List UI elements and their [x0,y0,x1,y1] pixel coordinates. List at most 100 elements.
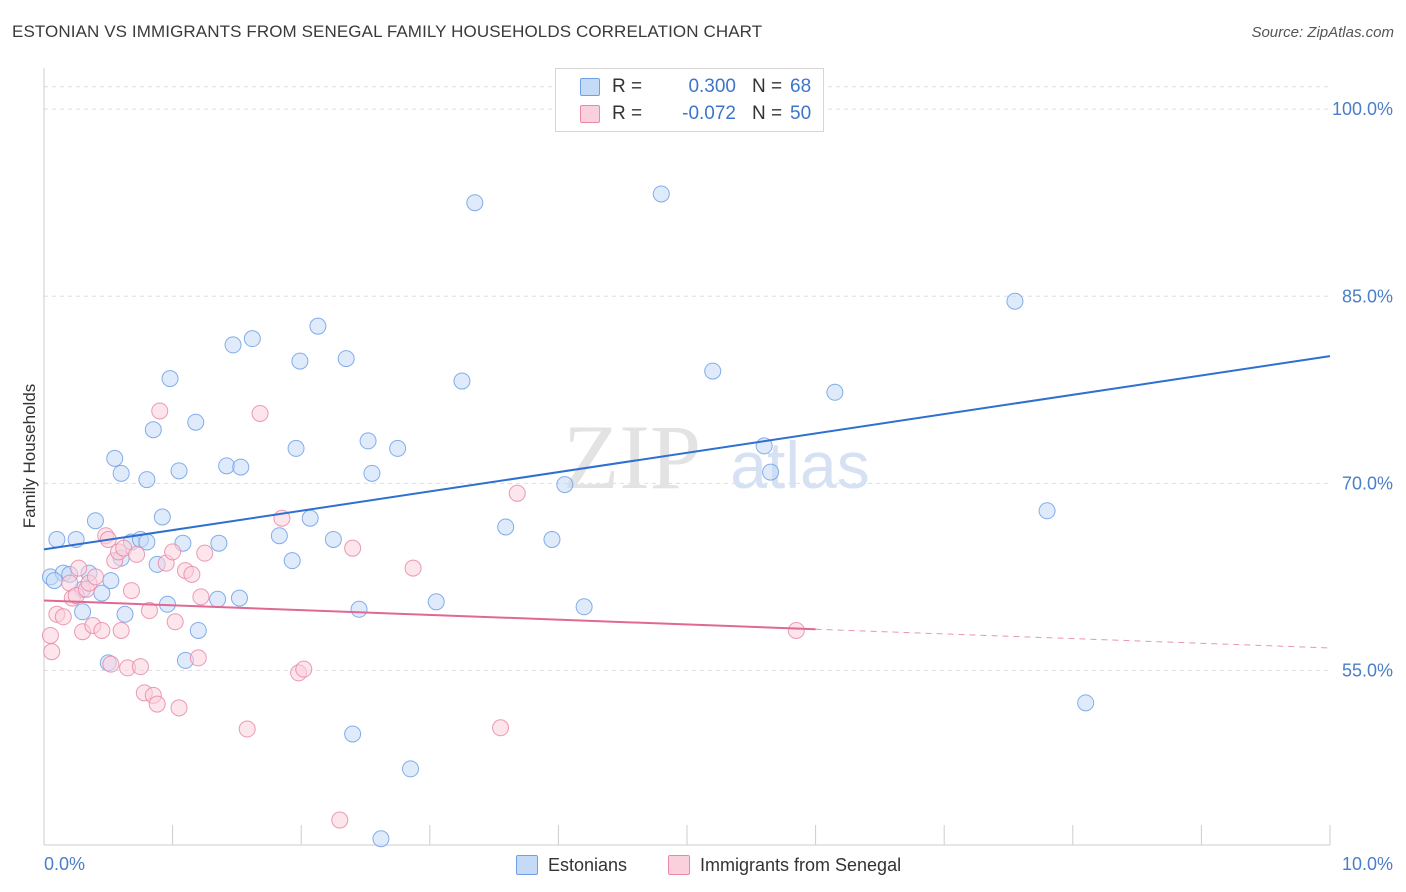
estonians-point [45,572,63,590]
estonians-point [652,185,670,203]
axis-layer [43,68,1331,846]
x-tick-label: 10.0% [1342,854,1393,874]
estonians-point [301,509,319,527]
estonians-point [230,589,248,607]
senegal-point [128,545,146,563]
senegal-point [70,559,88,577]
senegal-point [492,719,510,737]
senegal-point [166,613,184,631]
senegal-point [192,588,210,606]
estonians-point [112,464,130,482]
estonians-point [309,317,327,335]
estonians-point [243,330,261,348]
r-value: 0.300 [688,76,736,97]
estonians-point [153,508,171,526]
y-tick-label: 85.0% [1342,286,1393,306]
estonians-point [218,457,236,475]
legend-item-senegal[interactable]: Immigrants from Senegal [668,852,901,878]
senegal-point [251,404,269,422]
senegal-point [331,811,349,829]
estonians-point [224,336,242,354]
estonians-point [575,598,593,616]
stats-legend: R = 0.300 N = 68 R = -0.072 N = 50 [555,68,824,132]
estonians-point [363,464,381,482]
estonians-point [344,725,362,743]
senegal-swatch [580,105,600,123]
legend-item-estonians[interactable]: Estonians [516,852,627,878]
estonians-point [187,413,205,431]
y-tick-label: 55.0% [1342,660,1393,680]
estonians-point [48,530,66,548]
senegal-point [131,658,149,676]
senegal-point [344,539,362,557]
estonians-point [283,552,301,570]
estonians-point [466,194,484,212]
legend-row-senegal: R = -0.072 N = 50 [580,101,811,127]
estonians-point [497,518,515,536]
source-label: Source: ZipAtlas.com [1251,24,1394,41]
estonians-point [189,621,207,639]
estonians-point [144,421,162,439]
estonians-point [291,352,309,370]
estonians-point [86,512,104,530]
senegal-point [295,660,313,678]
senegal-point [189,649,207,667]
n-value: 50 [790,103,812,124]
estonians-legend-label: Estonians [548,854,628,875]
senegal-point [41,626,59,644]
estonians-point [170,462,188,480]
senegal-point [43,643,61,661]
estonians-point [762,463,780,481]
n-value: 68 [790,76,812,97]
senegal-point [787,621,805,639]
senegal-legend-label: Immigrants from Senegal [700,854,902,875]
estonians-point [1077,694,1095,712]
y-axis-label: Family Households [20,384,39,529]
senegal-point [122,582,140,600]
senegal-point [508,484,526,502]
estonians-trend-line [43,355,1331,551]
estonians-point [389,439,407,457]
estonians-point [543,530,561,548]
estonians-point [427,593,445,611]
label-layer: 55.0% 70.0% 85.0% 100.0% 0.0% 10.0% [44,99,1393,874]
estonians-point [232,458,250,476]
x-tick-label: 0.0% [44,854,85,874]
estonians-point [106,449,124,467]
senegal-point [151,402,169,420]
estonians-swatch [580,78,600,96]
senegal-trend-extension [815,628,1331,649]
senegal-trend-line [43,599,816,631]
senegal-point [140,602,158,620]
estonians-point [359,432,377,450]
estonians-point [453,372,471,390]
y-tick-label: 70.0% [1342,473,1393,493]
estonians-point [74,603,92,621]
watermark-atlas: atlas [730,428,869,502]
r-label: R = [612,76,643,97]
estonians-point [826,383,844,401]
estonians-point [210,534,228,552]
senegal-point [54,608,72,626]
senegal-legend-swatch [668,855,690,875]
senegal-point [196,544,214,562]
senegal-point [164,543,182,561]
estonians-point [1006,292,1024,310]
senegal-point [86,568,104,586]
estonians-point [102,572,120,590]
estonians-point [116,605,134,623]
senegal-point [170,699,188,717]
estonians-point [350,600,368,618]
senegal-point [183,565,201,583]
estonians-point [324,530,342,548]
trend-layer [43,355,1331,649]
estonians-point [138,471,156,489]
senegal-point [112,621,130,639]
estonians-point [556,476,574,494]
n-label: N = [752,76,783,97]
estonians-point [1038,502,1056,520]
estonians-point [337,350,355,368]
watermark: ZIP atlas [563,406,870,508]
estonians-point [270,527,288,545]
